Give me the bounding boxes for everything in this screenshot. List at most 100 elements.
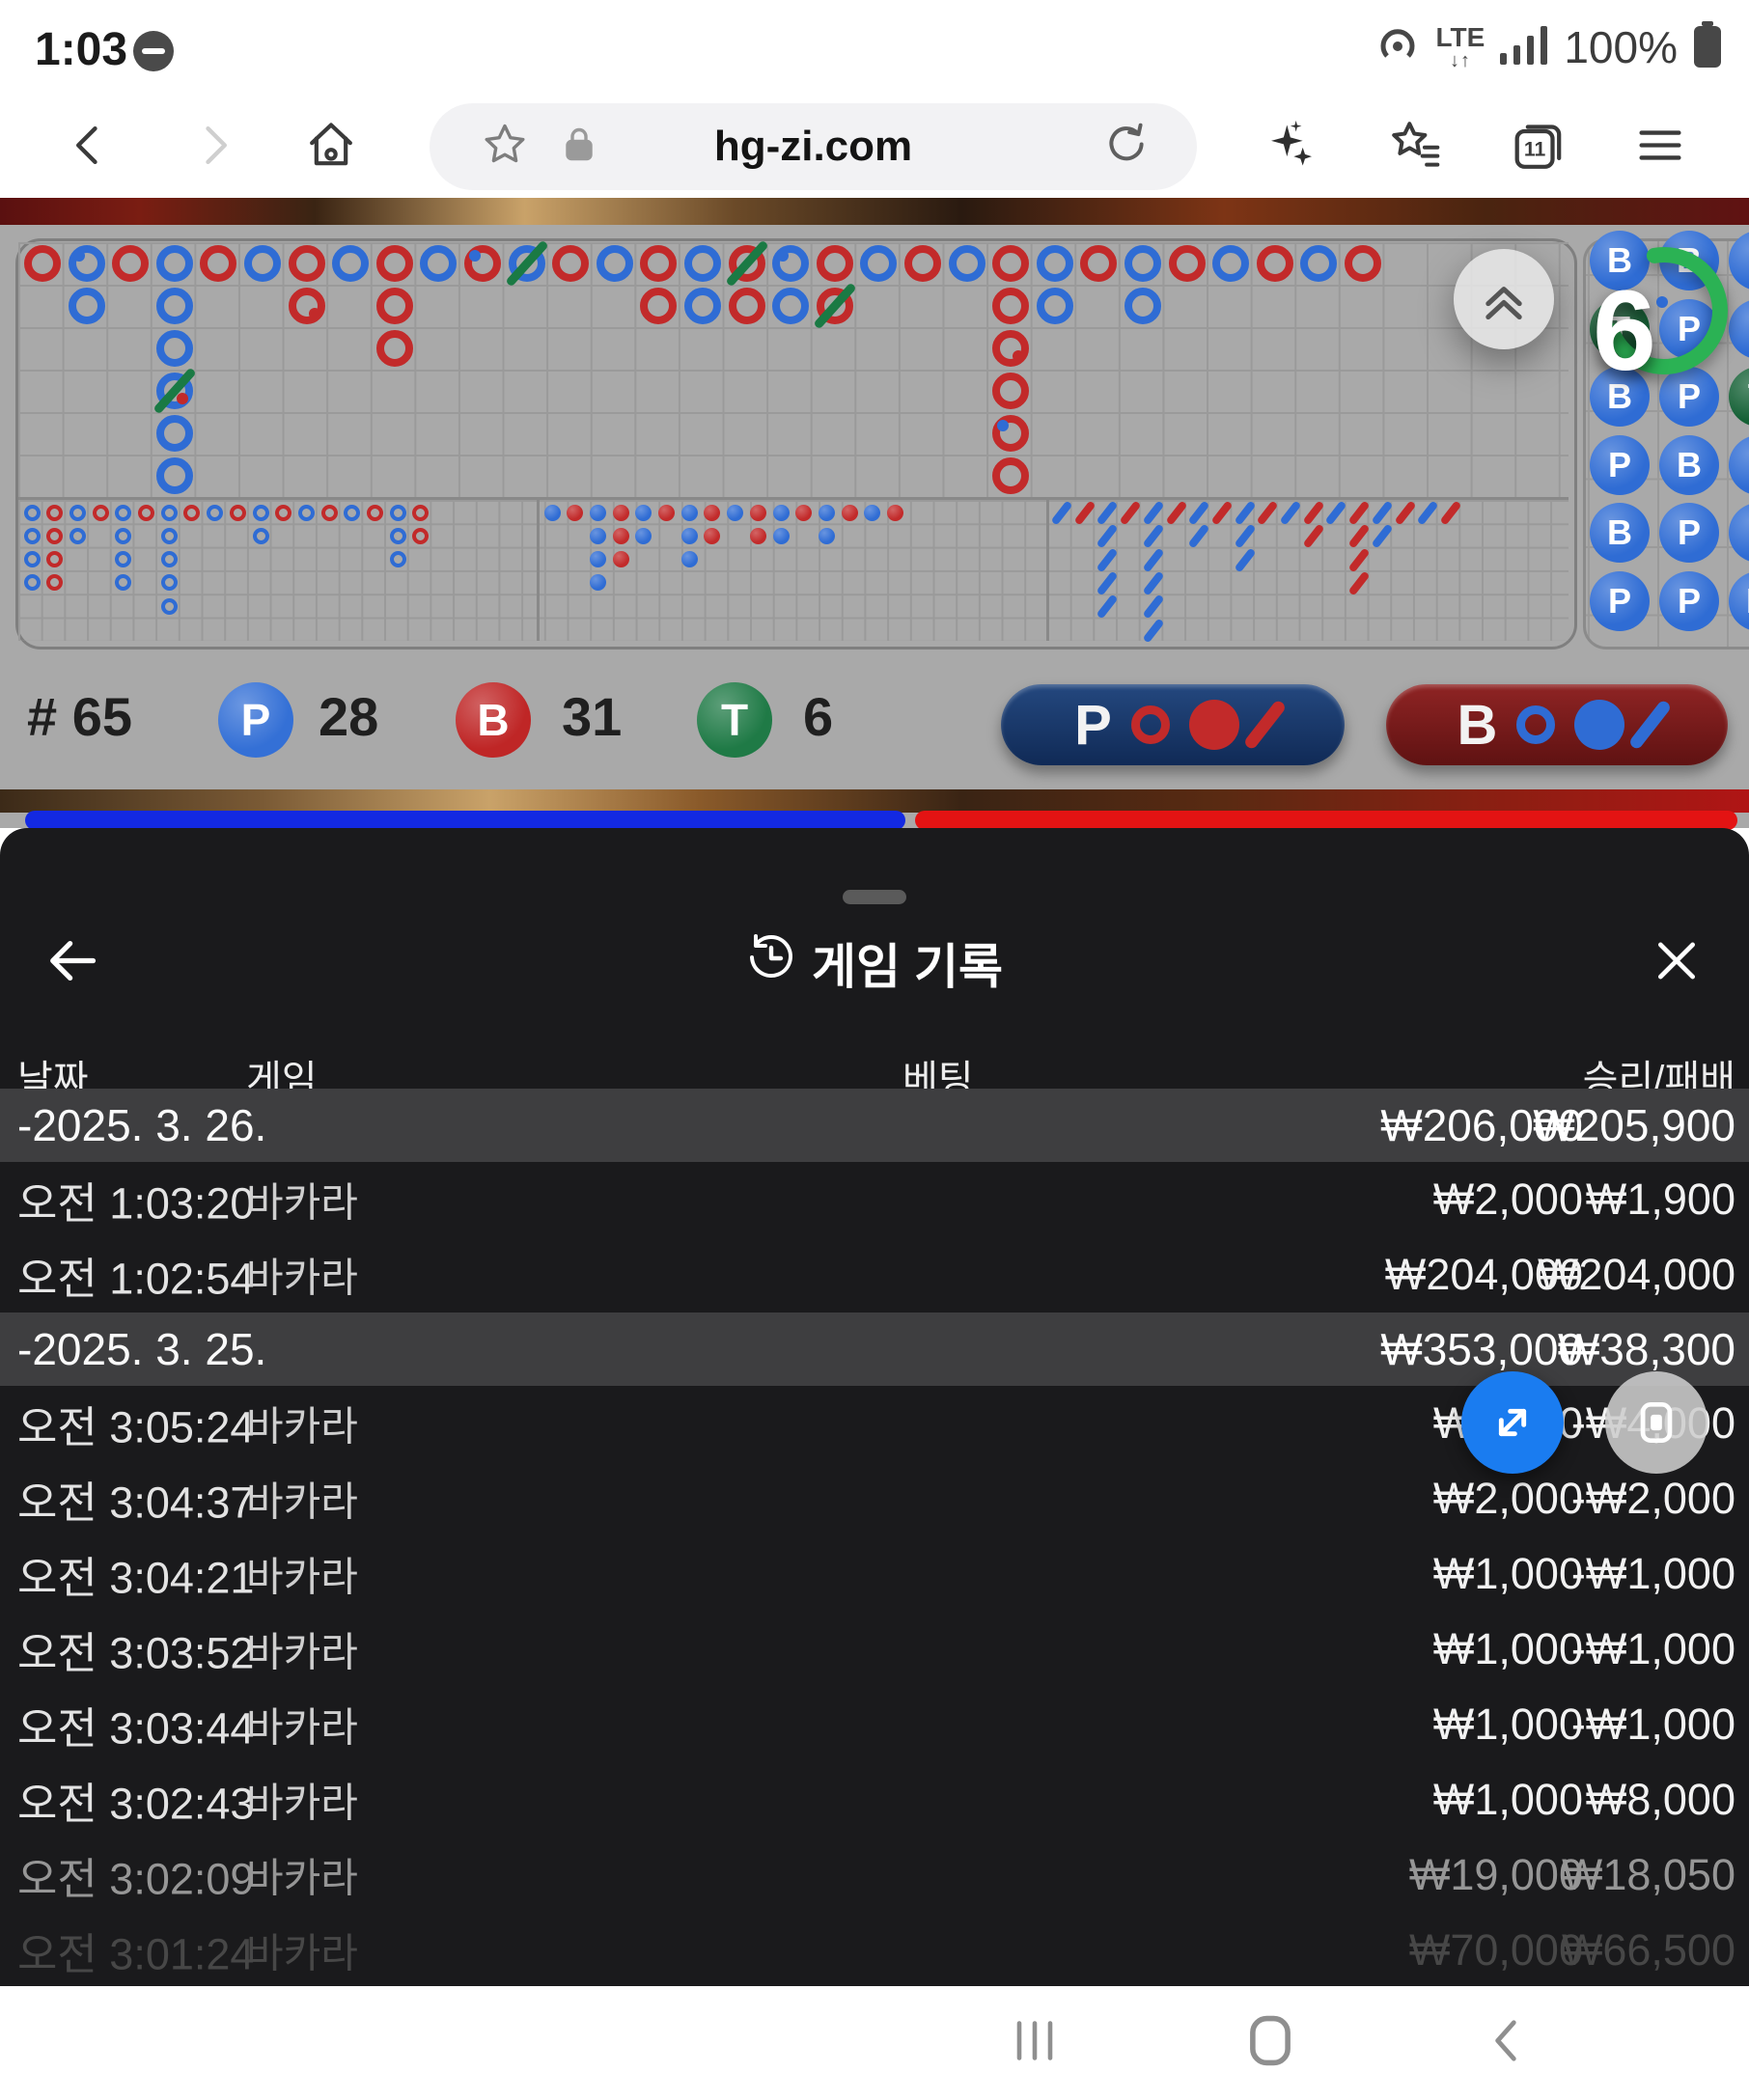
row-bet: ₩1,000 (1432, 1699, 1583, 1749)
road-cell (640, 288, 678, 324)
history-group-row[interactable]: -2025. 3. 26. ₩206,000 ₩205,900 (0, 1089, 1749, 1162)
road-cell (724, 239, 769, 288)
tabs-icon[interactable]: 11 (1511, 117, 1567, 178)
history-column-headers: 날짜 게임 베팅 승리/패배 (0, 1048, 1749, 1101)
history-rows: -2025. 3. 26. ₩206,000 ₩205,900 오전 1:03:20 바… (0, 1089, 1749, 1986)
history-row[interactable]: 오전 3:02:09 바카라 ₩19,000 ₩18,050 (0, 1838, 1749, 1913)
close-button[interactable] (1651, 935, 1703, 992)
road-cell (992, 288, 1030, 324)
do-not-disturb-icon (133, 31, 174, 71)
road-cell (728, 288, 765, 324)
pair-dot (176, 393, 188, 404)
tie-count: 6 (803, 686, 834, 747)
history-row[interactable]: 오전 1:02:54 바카라 ₩204,000 ₩204,000 (0, 1237, 1749, 1312)
battery-percent: 100% (1564, 21, 1678, 72)
row-bet: ₩206,000 (1380, 1100, 1583, 1150)
bookmark-star-icon[interactable] (482, 122, 528, 173)
road-cell (904, 245, 941, 282)
player-predict-button[interactable]: P (1001, 684, 1345, 765)
history-row[interactable]: 오전 3:04:37 바카라 ₩2,000 -₩2,000 (0, 1461, 1749, 1536)
row-time: 오전 3:04:21 (17, 1553, 255, 1603)
road-cell (375, 330, 413, 367)
road-cell (589, 527, 606, 544)
history-row[interactable]: 오전 3:04:21 바카라 ₩1,000 -₩1,000 (0, 1536, 1749, 1612)
road-cell (375, 245, 413, 282)
banker-predict-button[interactable]: B (1386, 684, 1728, 765)
back-icon[interactable] (64, 120, 114, 175)
road-cell (543, 504, 561, 521)
pair-dot (997, 420, 1010, 431)
hollow-circle-icon (1516, 705, 1556, 744)
road-cell (1168, 245, 1206, 282)
road-cell (68, 245, 105, 282)
road-cell (115, 527, 132, 544)
row-winloss: ₩66,500 (1561, 1925, 1735, 1975)
drag-handle[interactable] (843, 890, 906, 904)
forward-icon[interactable] (189, 120, 239, 175)
window-icon (1640, 1402, 1673, 1443)
home-nav-button[interactable] (1245, 2013, 1295, 2074)
road-cell (704, 504, 721, 521)
back-nav-button[interactable] (1482, 2015, 1530, 2072)
row-game: 바카라 (246, 1704, 358, 1751)
road-cell (1300, 245, 1338, 282)
row-bet: ₩2,000 (1432, 1174, 1583, 1224)
road-cell (992, 415, 1030, 452)
row-winloss: -₩1,000 (1570, 1699, 1735, 1749)
row-winloss: ₩1,900 (1585, 1174, 1735, 1224)
road-cell (92, 504, 109, 521)
history-row[interactable]: 오전 3:01:24 바카라 ₩70,000 ₩66,500 (0, 1913, 1749, 1986)
road-cell (816, 245, 853, 282)
url-bar[interactable]: hg-zi.com (430, 103, 1197, 190)
home-icon[interactable] (304, 118, 358, 177)
road-cell (183, 504, 201, 521)
menu-icon[interactable] (1633, 118, 1687, 177)
popup-expand-button[interactable] (1461, 1371, 1564, 1474)
solid-circle-icon (1188, 700, 1239, 750)
ai-sparkles-icon[interactable] (1264, 118, 1319, 177)
road-cell (612, 504, 629, 521)
popup-window-button[interactable] (1605, 1371, 1707, 1474)
bookmarks-list-icon[interactable] (1388, 117, 1444, 178)
road-cell (412, 527, 430, 544)
refresh-icon[interactable] (1102, 121, 1151, 174)
road-cell (658, 504, 675, 521)
road-cell (504, 239, 549, 288)
history-row[interactable]: 오전 3:03:44 바카라 ₩1,000 -₩1,000 (0, 1687, 1749, 1762)
banker-stat-icon: B (456, 682, 531, 758)
history-row[interactable]: 오전 3:02:43 바카라 ₩1,000 ₩8,000 (0, 1762, 1749, 1838)
status-bar: 1:03 LTE ↓↑ 100% (0, 0, 1749, 97)
row-bet: ₩1,000 (1432, 1624, 1583, 1673)
recents-button[interactable] (1009, 2015, 1061, 2072)
road-cell (332, 245, 370, 282)
collapse-board-button[interactable] (1454, 249, 1554, 349)
road-cell: P (1729, 503, 1749, 563)
road-cell (464, 245, 501, 282)
road-cell (612, 551, 629, 568)
history-row[interactable]: 오전 3:03:52 바카라 ₩1,000 -₩1,000 (0, 1612, 1749, 1687)
road-cell (320, 504, 338, 521)
sheet-title-text: 게임 기록 (812, 940, 1003, 994)
road-cell: P (1659, 570, 1719, 631)
road-cell (596, 245, 633, 282)
history-group-row[interactable]: -2025. 3. 25. ₩353,000 ₩38,300 (0, 1312, 1749, 1386)
road-cell (567, 504, 584, 521)
road-cell (772, 504, 790, 521)
road-cell (420, 245, 458, 282)
banker-predict-label: B (1457, 693, 1498, 757)
countdown-seconds: 6 (1593, 267, 1656, 395)
hotspot-icon (1373, 19, 1423, 74)
history-row[interactable]: 오전 1:03:20 바카라 ₩2,000 ₩1,900 (0, 1162, 1749, 1237)
road-cell (46, 527, 64, 544)
row-bet: ₩1,000 (1432, 1549, 1583, 1598)
derived-roads-grid (18, 500, 1569, 641)
hollow-circle-icon (1130, 705, 1170, 744)
player-count: 28 (319, 686, 379, 747)
road-cell (749, 504, 766, 521)
url-text[interactable]: hg-zi.com (713, 123, 913, 170)
slash-icon (1627, 699, 1673, 751)
history-back-button[interactable] (42, 931, 102, 996)
big-road-grid[interactable] (18, 242, 1569, 497)
road-cell (992, 330, 1030, 367)
row-bet: ₩19,000 (1408, 1850, 1583, 1899)
